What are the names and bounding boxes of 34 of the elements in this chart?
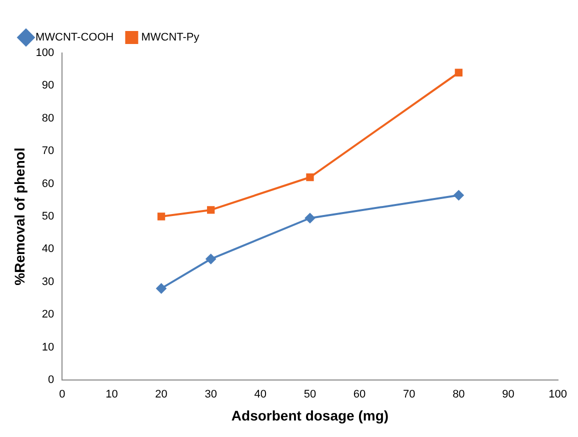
legend-label: MWCNT-Py — [141, 32, 200, 44]
y-tick-label: 100 — [36, 47, 54, 60]
x-tick-label: 70 — [402, 388, 416, 401]
x-tick-label: 90 — [502, 388, 514, 401]
x-tick-label: 40 — [254, 388, 267, 401]
y-axis-title: %Removal of phenol — [11, 148, 28, 286]
point — [454, 68, 463, 76]
y-tick-label: 30 — [42, 276, 54, 288]
x-tick-label: 10 — [106, 388, 118, 401]
point — [207, 206, 215, 214]
y-tick-label: 50 — [42, 210, 54, 223]
point — [304, 213, 315, 224]
x-tick-label: 80 — [452, 388, 465, 401]
x-tick-label: 30 — [204, 388, 217, 401]
y-tick-label: 80 — [42, 112, 54, 124]
point — [156, 283, 166, 294]
point — [306, 173, 314, 182]
x-axis-title: Adsorbent dosage (mg) — [231, 407, 389, 424]
y-tick-label: 70 — [42, 145, 54, 158]
y-tick-label: 40 — [42, 243, 54, 256]
x-tick-label: 0 — [59, 388, 66, 401]
y-tick-label: 10 — [42, 341, 54, 354]
x-tick-label: 20 — [155, 388, 168, 401]
x-tick-label: 60 — [353, 388, 366, 401]
y-tick-label: 90 — [42, 80, 54, 92]
x-tick-label: 100 — [548, 388, 568, 401]
legend-label: MWCNT-COOH — [36, 32, 114, 44]
y-tick-label: 0 — [48, 374, 54, 386]
y-tick-label: 20 — [42, 308, 54, 321]
point — [206, 254, 216, 264]
point — [157, 212, 166, 220]
point — [454, 190, 464, 200]
y-tick-label: 60 — [42, 178, 54, 190]
x-tick-label: 50 — [304, 388, 316, 401]
